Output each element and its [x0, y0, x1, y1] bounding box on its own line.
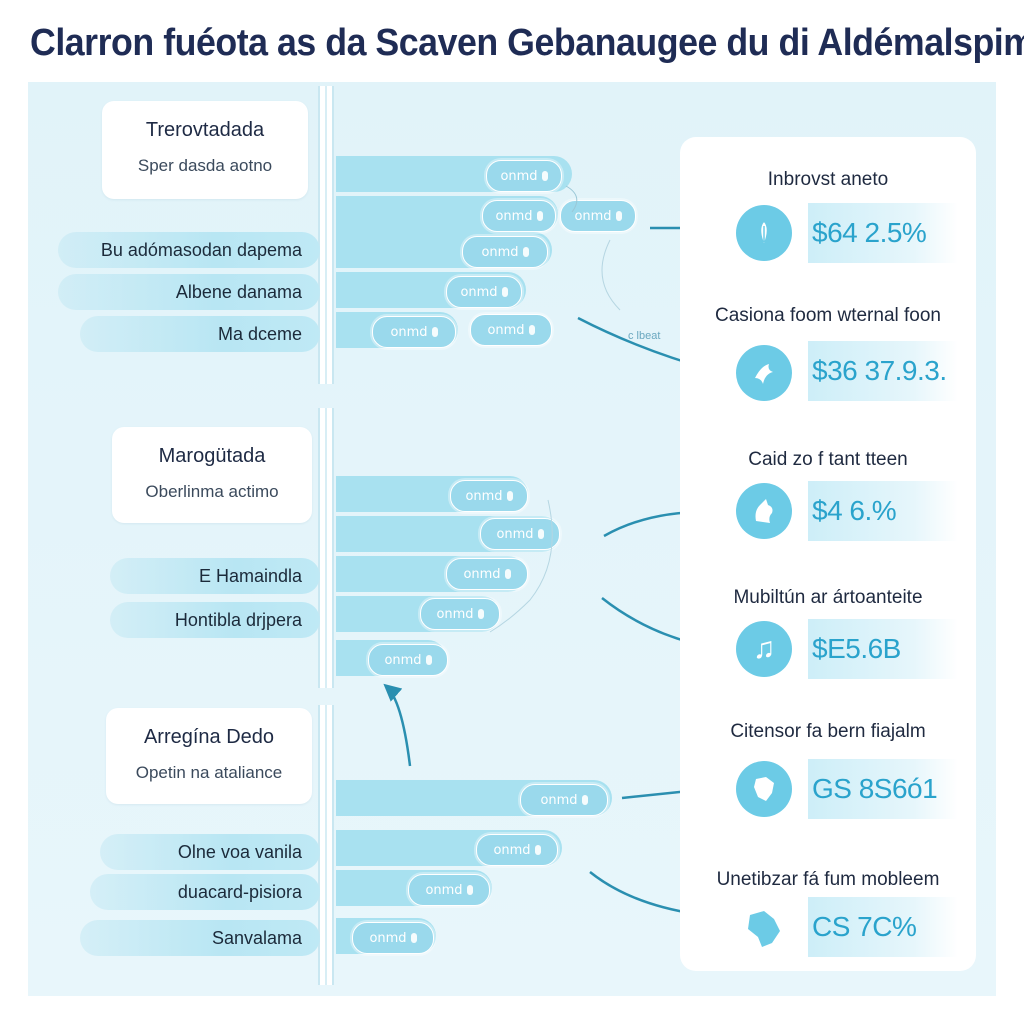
group-subtitle: Opetin na ataliance [135, 763, 283, 782]
pill-label: onmd [540, 792, 578, 808]
bird-icon [736, 345, 792, 401]
axis-strip-2 [318, 408, 334, 688]
pill-label: onmd [390, 324, 428, 340]
pill-dot [615, 211, 622, 221]
pill-dot [431, 327, 438, 337]
pill-label: onmd [481, 244, 519, 260]
value-pill: onmd [446, 276, 522, 308]
pill-dot [477, 609, 484, 619]
metric-title: Unetibzar fá fum mobleem [716, 869, 940, 890]
map-region-icon [736, 761, 792, 817]
row-label: Hontibla drjpera [110, 602, 320, 638]
pill-label: onmd [463, 566, 501, 582]
pill-label: onmd [493, 842, 531, 858]
metric-title: Caid zo f tant tteen [748, 449, 908, 470]
leaf-icon [736, 205, 792, 261]
row-label: duacard-pisiora [90, 874, 320, 910]
pill-dot [504, 569, 511, 579]
pill-label: onmd [574, 208, 612, 224]
metric-value: CS 7C% [808, 897, 958, 957]
music-icon: ♫ [736, 621, 792, 677]
pill-label: onmd [460, 284, 498, 300]
row-label: Bu adómasodan dapema [58, 232, 320, 268]
value-pill: onmd [372, 316, 456, 348]
metric-value: $64 2.5% [808, 203, 958, 263]
pill-label: onmd [496, 526, 534, 542]
pill-dot [501, 287, 508, 297]
pill-dot [541, 171, 548, 181]
pill-label: onmd [384, 652, 422, 668]
row-label: Albene danama [58, 274, 320, 310]
pill-label: onmd [500, 168, 538, 184]
metrics-card: Inbrovst aneto $64 2.5% Casiona foom wte… [680, 137, 976, 971]
metric-value: $36 37.9.3. [808, 341, 958, 401]
pill-label: onmd [425, 882, 463, 898]
group-subtitle: Oberlinma actimo [145, 482, 279, 501]
row-label: Olne voa vanila [100, 834, 320, 870]
value-pill: onmd [420, 598, 500, 630]
value-pill: onmd [408, 874, 490, 906]
value-pill: onmd [352, 922, 434, 954]
value-pill: onmd [476, 834, 558, 866]
pill-dot [536, 211, 543, 221]
pill-label: onmd [369, 930, 407, 946]
map-region-icon [736, 901, 792, 957]
pill-label: onmd [465, 488, 503, 504]
axis-strip-3 [318, 705, 334, 985]
group-subtitle: Sper dasda aotno [137, 156, 273, 175]
metric-value: $4 6.% [808, 481, 958, 541]
pill-dot [425, 655, 432, 665]
metric-value: GS 8S6ó1 [808, 759, 958, 819]
pill-label: onmd [436, 606, 474, 622]
group-card: Arregína Dedo Opetin na ataliance [106, 708, 312, 804]
dog-icon [736, 483, 792, 539]
pill-dot [410, 933, 417, 943]
group-title: Marogütada [158, 445, 266, 467]
metric-title: Casiona foom wternal foon [714, 305, 941, 326]
row-label: E Hamaindla [110, 558, 320, 594]
value-pill: onmd [450, 480, 528, 512]
pill-label: onmd [495, 208, 533, 224]
value-pill: onmd [462, 236, 548, 268]
pill-dot [522, 247, 529, 257]
value-pill: onmd [470, 314, 552, 346]
axis-strip-1 [318, 86, 334, 384]
row-label: Ma dceme [80, 316, 320, 352]
pill-dot [528, 325, 535, 335]
pill-dot [537, 529, 544, 539]
group-card: Marogütada Oberlinma actimo [112, 427, 312, 523]
value-pill: onmd [480, 518, 560, 550]
metric-value: $E5.6B [808, 619, 958, 679]
metric-title: Mubiltún ar ártoanteite [733, 587, 923, 608]
value-pill: onmd [446, 558, 528, 590]
value-pill: onmd [482, 200, 556, 232]
value-pill: onmd [486, 160, 562, 192]
value-pill: onmd [520, 784, 608, 816]
group-title: Trerovtadada [145, 119, 265, 141]
pill-dot [466, 885, 473, 895]
metric-title: Inbrovst aneto [767, 169, 889, 190]
pill-dot [506, 491, 513, 501]
group-title: Arregína Dedo [143, 726, 275, 748]
value-pill: onmd [560, 200, 636, 232]
metric-title: Citensor fa bern fiajalm [730, 721, 926, 742]
small-note: c lbeat [628, 330, 661, 342]
pill-dot [581, 795, 588, 805]
group-card: Trerovtadada Sper dasda aotno [102, 101, 308, 199]
page-title: Clarron fuéota as da Scaven Gebanaugee d… [30, 22, 1024, 64]
value-pill: onmd [368, 644, 448, 676]
pill-dot [534, 845, 541, 855]
pill-label: onmd [487, 322, 525, 338]
row-label: Sanvalama [80, 920, 320, 956]
